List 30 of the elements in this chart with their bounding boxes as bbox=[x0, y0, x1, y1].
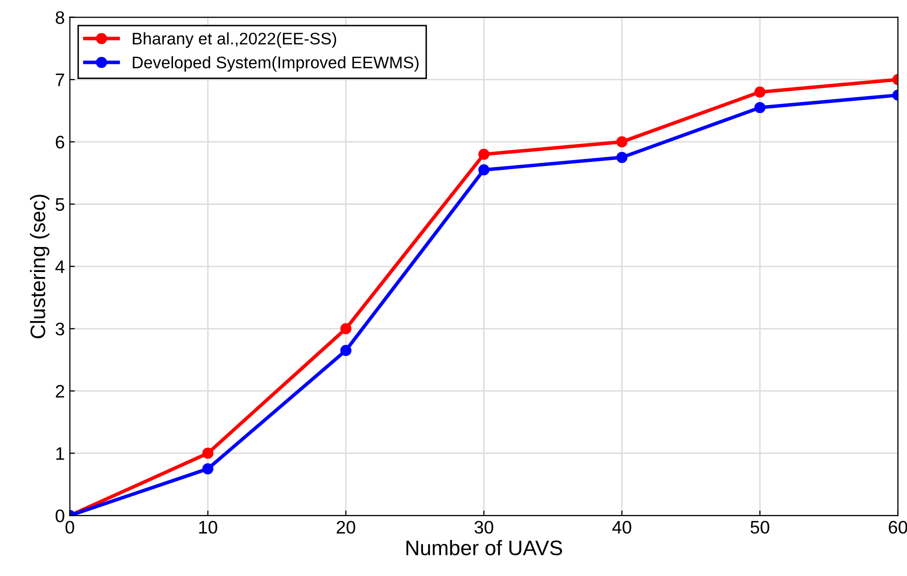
y-tick-label: 6 bbox=[56, 136, 64, 149]
y-tick-label: 7 bbox=[56, 74, 64, 86]
y-tick-label: 4 bbox=[55, 260, 64, 273]
y-tick-label: 5 bbox=[56, 198, 64, 211]
x-tick-label: 30 bbox=[474, 520, 494, 534]
y-axis-title: Clustering (sec) bbox=[30, 194, 50, 338]
x-tick-label: 20 bbox=[336, 520, 356, 534]
point bbox=[340, 323, 352, 334]
y-tick-label: 0 bbox=[56, 509, 64, 522]
point bbox=[340, 344, 352, 356]
y-tick-label: 2 bbox=[56, 384, 64, 398]
point bbox=[202, 463, 214, 474]
point bbox=[754, 86, 766, 98]
point bbox=[478, 164, 490, 176]
y-tick-label: 8 bbox=[56, 11, 64, 24]
point bbox=[202, 448, 214, 459]
point bbox=[616, 136, 628, 148]
x-tick-label: 40 bbox=[612, 520, 632, 534]
y-tick-label: 3 bbox=[56, 322, 64, 336]
point bbox=[754, 102, 766, 114]
y-tick-label: 1 bbox=[56, 447, 64, 460]
x-tick-label: 50 bbox=[750, 520, 770, 534]
x-tick-label: 60 bbox=[888, 520, 907, 534]
x-tick-label: 10 bbox=[199, 520, 218, 534]
x-axis-title: Number of UAVS bbox=[406, 540, 562, 556]
legend-label: Developed System(Improved EEWMS) bbox=[132, 56, 419, 72]
point bbox=[616, 152, 628, 163]
point bbox=[478, 148, 490, 160]
x-tick-label: 0 bbox=[66, 520, 74, 534]
legend-label: Bharany et al.,2022(EE-SS) bbox=[132, 32, 336, 48]
